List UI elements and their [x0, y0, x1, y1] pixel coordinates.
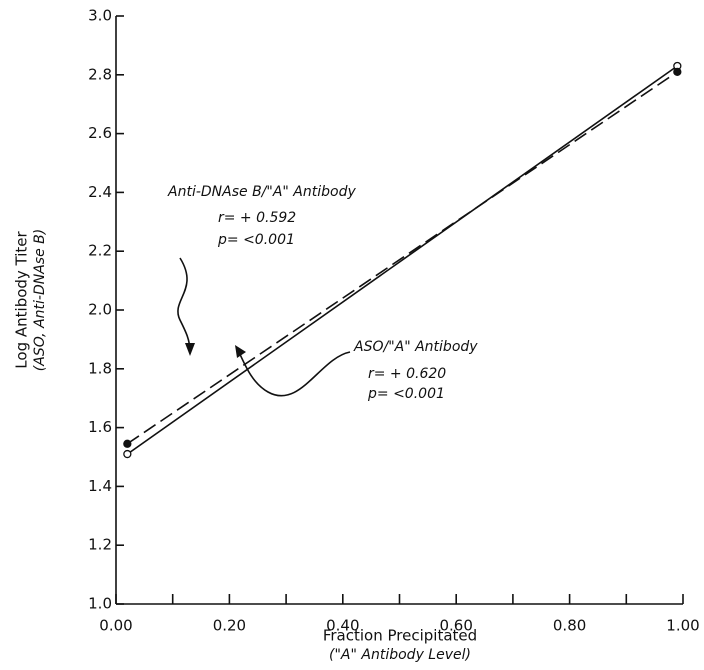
y-tick-label: 2.4	[88, 183, 112, 201]
y-tick-label: 3.0	[88, 7, 112, 25]
x-tick-label: 0.00	[99, 617, 132, 635]
annotation-r: r= + 0.620	[368, 366, 446, 382]
point	[123, 449, 132, 459]
arrow	[177, 257, 191, 353]
y-axis-title: Log Antibody Titer (ASO, Anti-DNAse B)	[13, 229, 49, 371]
y-tick-label: 2.8	[88, 65, 112, 83]
arrowhead	[185, 343, 195, 356]
x-label: Fraction Precipitated	[323, 627, 477, 645]
y-sublabel: (ASO, Anti-DNAse B)	[32, 229, 48, 371]
arrow	[237, 349, 351, 397]
y-tick-label: 1.4	[88, 477, 112, 495]
x-sublabel: ("A" Antibody Level)	[329, 647, 471, 663]
annotation-title: ASO/"A" Antibody	[353, 339, 478, 355]
y-label: Log Antibody Titer	[13, 230, 31, 368]
y-tick-label: 2.6	[88, 124, 112, 142]
annotation-r: r= + 0.592	[218, 210, 296, 226]
y-tick-label: 1.2	[88, 536, 112, 554]
x-tick-label: 0.40	[326, 617, 359, 635]
x-tick-label: 1.00	[666, 617, 699, 635]
point	[673, 67, 682, 77]
x-tick-label: 0.80	[553, 617, 586, 635]
y-tick-label: 2.0	[88, 301, 112, 319]
point	[123, 439, 132, 448]
x-tick-label: 0.60	[439, 617, 472, 635]
y-tick-label: 1.0	[88, 595, 112, 613]
series-line	[126, 71, 678, 445]
y-tick-label: 1.6	[88, 418, 112, 436]
annotation-p: p= <0.001	[217, 232, 295, 248]
y-tick-label: 1.8	[88, 359, 112, 377]
annotation-title: Anti-DNAse B/"A" Antibody	[167, 184, 356, 200]
y-tick-label: 2.2	[88, 242, 112, 260]
x-tick-label: 0.20	[213, 617, 246, 635]
arrowhead	[235, 345, 246, 358]
series-line	[126, 65, 678, 455]
annotation-p: p= <0.001	[367, 386, 445, 402]
